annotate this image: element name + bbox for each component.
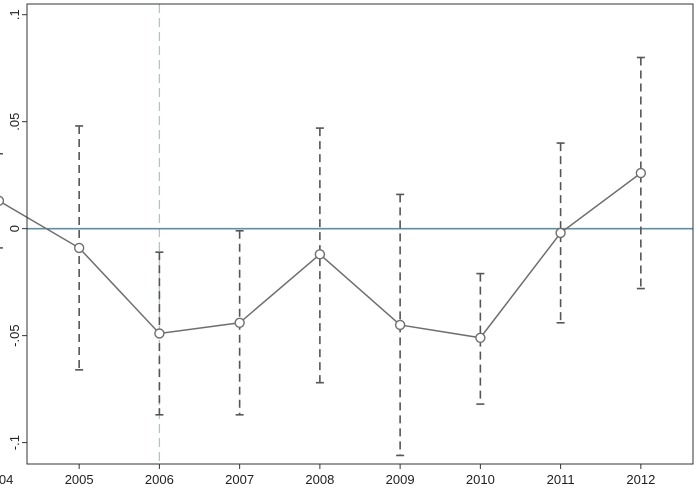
estimate-point <box>73 242 85 254</box>
estimate-point <box>635 167 647 179</box>
y-tick-label: 0 <box>7 225 22 232</box>
estimate-points <box>0 167 647 343</box>
estimate-point <box>475 332 486 343</box>
estimate-point <box>234 317 245 328</box>
x-tick-label: 2004 <box>0 472 13 487</box>
x-tick-label: 2007 <box>225 472 254 487</box>
x-tick-label: 2006 <box>145 472 174 487</box>
estimate-point <box>394 319 406 331</box>
y-tick-label: -.1 <box>7 435 22 450</box>
estimate-point <box>0 195 5 206</box>
y-tick-label: .05 <box>7 113 22 131</box>
x-tick-label: 2005 <box>65 472 94 487</box>
x-tick-label: 2012 <box>626 472 655 487</box>
estimate-point <box>555 227 566 239</box>
estimate-point <box>314 249 326 260</box>
x-tick-label: 2009 <box>386 472 415 487</box>
x-tick-label: 2011 <box>547 472 575 487</box>
y-tick-label: .1 <box>7 9 22 20</box>
axes: .1 .05 0 -.05 -.1 2004 2005 2006 2007 2008 2009 201… <box>0 3 694 487</box>
y-tick-label: -.05 <box>7 324 22 346</box>
x-tick-label: 2008 <box>305 472 334 487</box>
x-tick-label: 2010 <box>466 472 495 487</box>
estimate-point <box>154 328 165 339</box>
plot-frame <box>26 3 694 465</box>
